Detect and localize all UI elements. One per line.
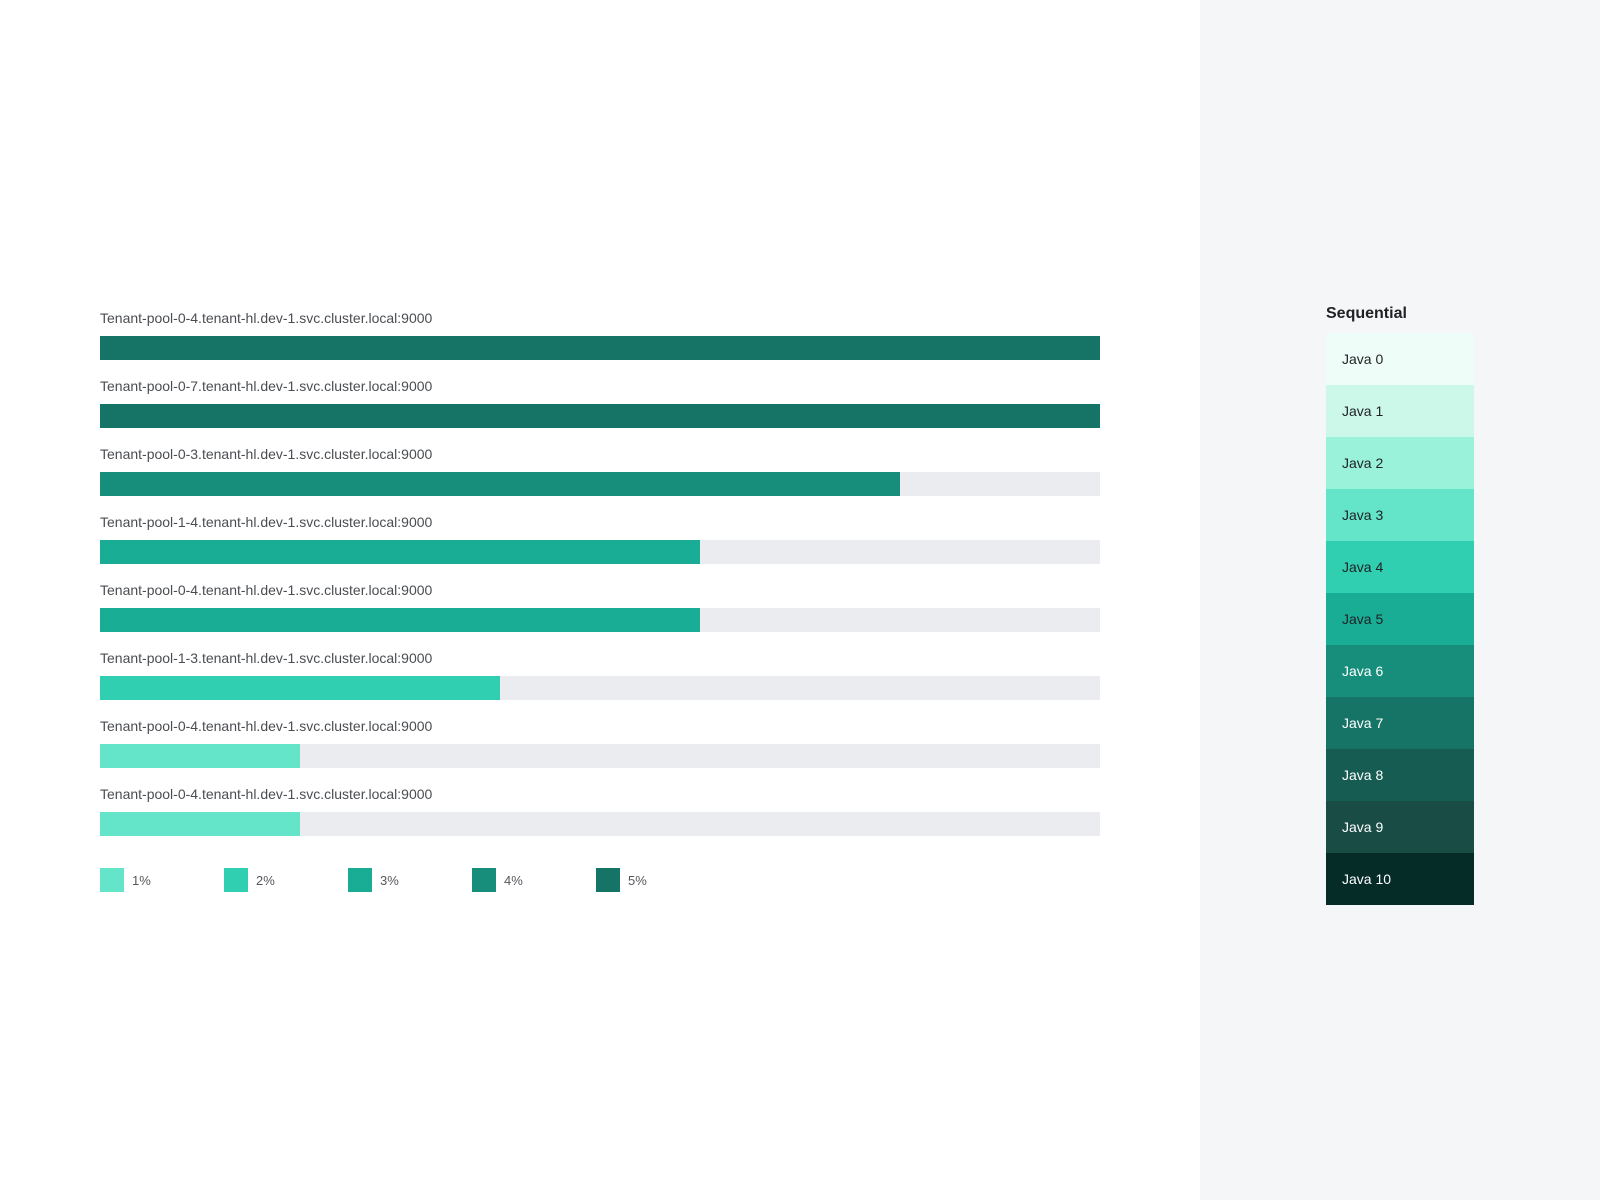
swatch-label: Java 3 [1342, 507, 1384, 523]
bar-label: Tenant-pool-1-4.tenant-hl.dev-1.svc.clus… [100, 514, 433, 530]
bar-track [100, 676, 1100, 700]
bar-row: Tenant-pool-0-3.tenant-hl.dev-1.svc.clus… [100, 444, 1100, 512]
palette-swatch: Java 4 [1326, 541, 1474, 593]
legend-label: 4% [504, 873, 523, 888]
bar-fill [100, 404, 1100, 428]
swatch-label: Java 8 [1342, 767, 1384, 783]
legend-swatch [472, 868, 496, 892]
bar-track [100, 336, 1100, 360]
palette-swatch: Java 1 [1326, 385, 1474, 437]
bar-track [100, 608, 1100, 632]
bar-label: Tenant-pool-0-4.tenant-hl.dev-1.svc.clus… [100, 310, 433, 326]
legend-label: 5% [628, 873, 647, 888]
bar-label: Tenant-pool-0-3.tenant-hl.dev-1.svc.clus… [100, 446, 433, 462]
swatch-label: Java 7 [1342, 715, 1384, 731]
bar-track [100, 540, 1100, 564]
swatch-label: Java 4 [1342, 559, 1384, 575]
legend-swatch [348, 868, 372, 892]
bar-label: Tenant-pool-1-3.tenant-hl.dev-1.svc.clus… [100, 650, 433, 666]
palette-swatch: Java 0 [1326, 333, 1474, 385]
bar-row: Tenant-pool-0-7.tenant-hl.dev-1.svc.clus… [100, 376, 1100, 444]
palette-swatch: Java 10 [1326, 853, 1474, 905]
bar-track [100, 812, 1100, 836]
legend-swatch [596, 868, 620, 892]
sequential-palette: Java 0 Java 1 Java 2 Java 3 Java 4 Java 5 Java… [1326, 333, 1474, 905]
palette-swatch: Java 2 [1326, 437, 1474, 489]
bar-track [100, 404, 1100, 428]
bar-list: Tenant-pool-0-4.tenant-hl.dev-1.svc.clus… [100, 308, 1100, 852]
bar-row: Tenant-pool-0-4.tenant-hl.dev-1.svc.clus… [100, 580, 1100, 648]
swatch-label: Java 9 [1342, 819, 1384, 835]
bar-label: Tenant-pool-0-4.tenant-hl.dev-1.svc.clus… [100, 582, 433, 598]
palette-swatch: Java 7 [1326, 697, 1474, 749]
chart-area: Tenant-pool-0-4.tenant-hl.dev-1.svc.clus… [100, 308, 1100, 892]
bar-fill [100, 472, 900, 496]
swatch-label: Java 1 [1342, 403, 1384, 419]
legend-swatch [100, 868, 124, 892]
palette-swatch: Java 5 [1326, 593, 1474, 645]
bar-fill [100, 676, 500, 700]
bar-label: Tenant-pool-0-7.tenant-hl.dev-1.svc.clus… [100, 378, 433, 394]
swatch-label: Java 5 [1342, 611, 1384, 627]
legend-swatch [224, 868, 248, 892]
bar-row: Tenant-pool-0-4.tenant-hl.dev-1.svc.clus… [100, 716, 1100, 784]
bar-track [100, 744, 1100, 768]
bar-fill [100, 540, 700, 564]
bar-row: Tenant-pool-0-4.tenant-hl.dev-1.svc.clus… [100, 308, 1100, 376]
legend-label: 1% [132, 873, 151, 888]
bar-fill [100, 744, 300, 768]
bar-row: Tenant-pool-0-4.tenant-hl.dev-1.svc.clus… [100, 784, 1100, 852]
bar-row: Tenant-pool-1-4.tenant-hl.dev-1.svc.clus… [100, 512, 1100, 580]
palette-swatch: Java 9 [1326, 801, 1474, 853]
palette-title: Sequential [1326, 305, 1407, 322]
bar-track [100, 472, 1100, 496]
palette-swatch: Java 6 [1326, 645, 1474, 697]
bar-fill [100, 812, 300, 836]
bar-label: Tenant-pool-0-4.tenant-hl.dev-1.svc.clus… [100, 718, 433, 734]
swatch-label: Java 2 [1342, 455, 1384, 471]
bar-row: Tenant-pool-1-3.tenant-hl.dev-1.svc.clus… [100, 648, 1100, 716]
legend-label: 3% [380, 873, 399, 888]
palette-swatch: Java 8 [1326, 749, 1474, 801]
bar-fill [100, 336, 1100, 360]
bar-label: Tenant-pool-0-4.tenant-hl.dev-1.svc.clus… [100, 786, 433, 802]
swatch-label: Java 10 [1342, 871, 1392, 887]
swatch-label: Java 0 [1342, 351, 1384, 367]
bar-fill [100, 608, 700, 632]
legend-label: 2% [256, 873, 275, 888]
swatch-label: Java 6 [1342, 663, 1384, 679]
palette-swatch: Java 3 [1326, 489, 1474, 541]
